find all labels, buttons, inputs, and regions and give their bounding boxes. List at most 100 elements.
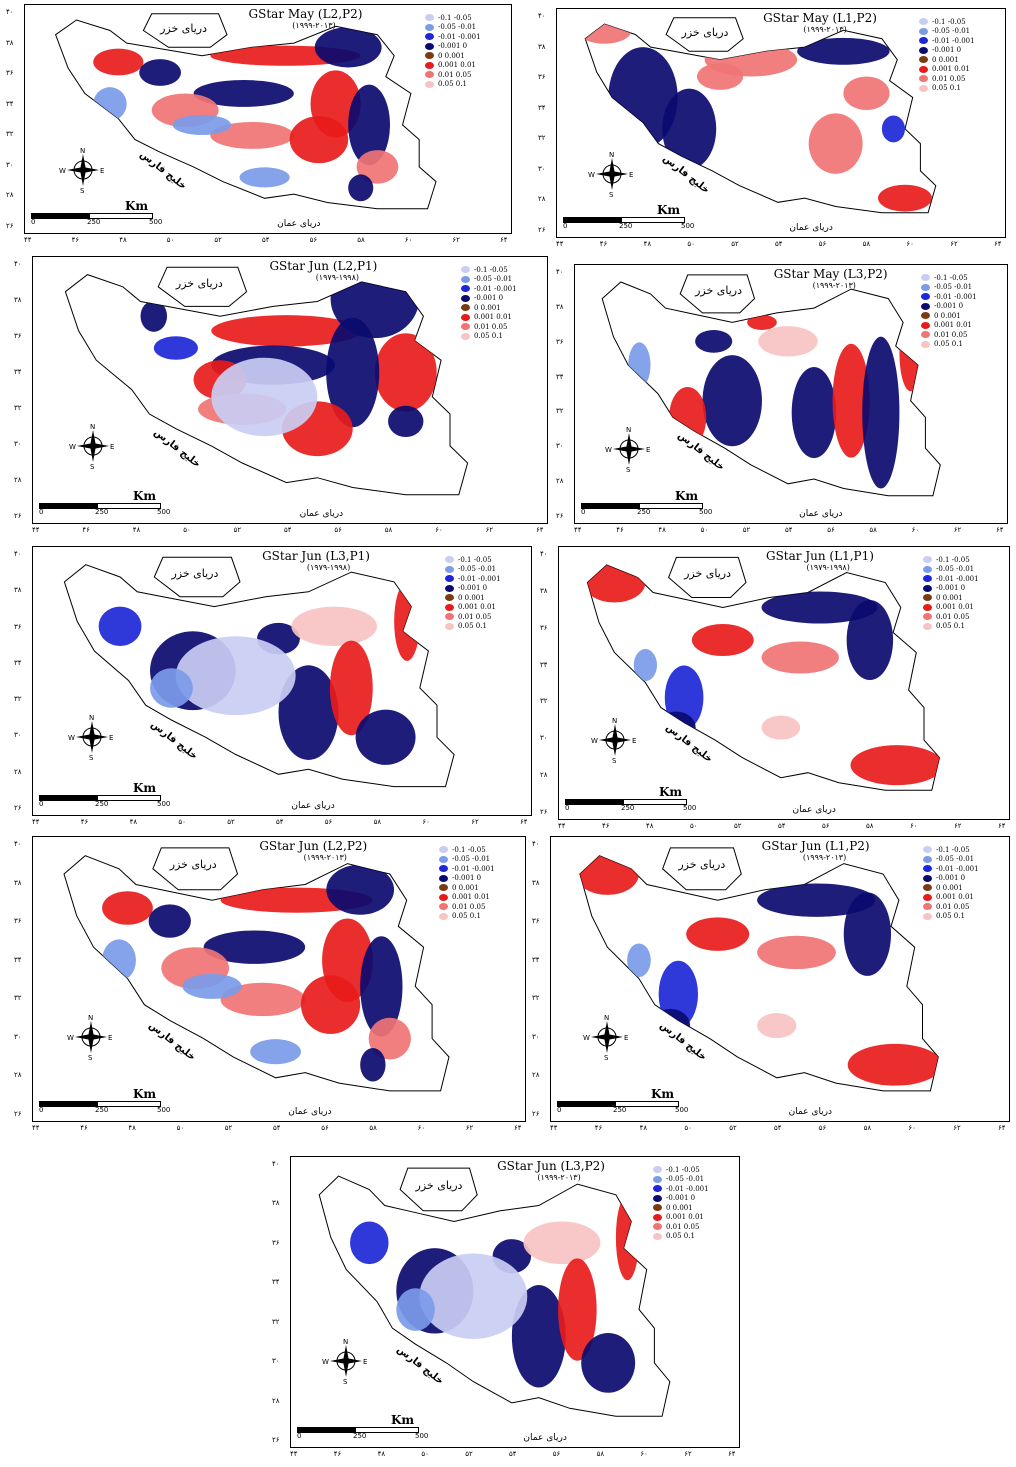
panel-title: GStar Jun (L1,P2) [761, 839, 870, 853]
y-tick-label: ۳۶ [556, 337, 564, 346]
scale-label: 0 [39, 1106, 44, 1114]
y-tick-label: ۲۸ [6, 191, 14, 200]
legend-item: 0.001 0.01 [445, 603, 527, 613]
x-axis-ticks: ۴۴ ۴۶ ۴۸ ۵۰ ۵۲ ۵۴ ۵۶ ۵۸ ۶۰ ۶۲ ۶۴ [24, 236, 510, 246]
scale-label: 500 [681, 222, 695, 230]
compass-rose-icon: N S E W [605, 426, 650, 473]
scale-label: 250 [353, 1432, 367, 1440]
x-tick-label: ۵۶ [321, 1124, 329, 1132]
caspian-sea [142, 13, 228, 48]
x-tick-label: ۵۶ [334, 526, 342, 534]
legend-label: -0.01 -0.001 [934, 292, 977, 301]
legend-label: -0.01 -0.001 [936, 864, 979, 873]
anomaly-cluster [808, 113, 863, 174]
legend-item: 0.01 0.05 [921, 330, 1003, 340]
y-tick-label: ۳۶ [540, 623, 548, 632]
y-tick-label: ۴۰ [540, 550, 548, 558]
anomaly-cluster [93, 48, 144, 76]
legend-swatch [923, 884, 932, 892]
anomaly-cluster [172, 114, 232, 135]
legend-item: 0.001 0.01 [919, 65, 1001, 75]
x-tick-label: ۶۴ [994, 240, 1002, 248]
x-tick-label: ۵۸ [384, 526, 393, 534]
y-tick-label: ۲۸ [14, 767, 22, 776]
legend-label: -0.1 -0.05 [458, 555, 492, 564]
legend-label: -0.001 0 [666, 1194, 696, 1203]
x-tick-label: ۶۴ [500, 236, 508, 244]
anomaly-cluster [356, 150, 399, 184]
legend-swatch [445, 556, 454, 564]
x-tick-label: ۴۶ [599, 240, 608, 248]
scale-label: 0 [31, 218, 36, 226]
legend-swatch [425, 23, 434, 31]
map-frame: دریای خزر خلیج فارس دریای عمان GStar Jun (L… [290, 1156, 740, 1448]
compass-w: W [322, 1358, 329, 1366]
anomaly-cluster [579, 855, 639, 895]
x-tick-label: ۴۸ [646, 822, 654, 830]
y-axis-ticks: ۴۰ ۳۸ ۳۶ ۳۴ ۳۲ ۳۰ ۲۸ ۲۶ [532, 836, 546, 1120]
y-tick-label: ۳۰ [540, 734, 548, 743]
scale-bar: 0 250 500 [565, 799, 696, 812]
map-frame: دریای خزر خلیج فارس دریای عمان GStar Jun (L… [32, 256, 548, 524]
y-tick-label: ۳۴ [14, 368, 22, 376]
legend-label: -0.05 -0.01 [452, 855, 491, 864]
legend-swatch [439, 846, 448, 854]
legend-swatch [921, 312, 930, 320]
anomaly-cluster [291, 606, 378, 647]
legend-swatch [425, 52, 434, 60]
x-tick-label: ۵۰ [166, 236, 175, 244]
y-tick-label: ۴۰ [6, 8, 14, 16]
legend: -0.1 -0.05 -0.05 -0.01 -0.01 -0.001 -0.001 … [461, 265, 543, 341]
compass-e: E [646, 446, 650, 454]
legend-label: 0 0.001 [474, 303, 501, 312]
x-tick-label: ۴۶ [80, 818, 89, 826]
map-frame: دریای خزر خلیج فارس دریای عمان GStar May (L… [574, 264, 1008, 524]
legend-label: 0.01 0.05 [936, 612, 970, 621]
legend-item: 0.05 0.1 [445, 622, 527, 632]
compass-rose-icon: N S E W [583, 1014, 628, 1061]
anomaly-cluster [747, 314, 777, 330]
map-frame: دریای خزر خلیج فارس دریای عمان GStar Jun (L… [558, 546, 1010, 820]
compass-e: E [629, 171, 633, 179]
x-tick-label: ۴۴ [290, 1450, 298, 1458]
legend-item: -0.1 -0.05 [921, 273, 1003, 283]
map-frame: دریای خزر خلیج فارس دریای عمان GStar Jun (L… [550, 836, 1010, 1122]
y-tick-label: ۳۴ [538, 103, 546, 112]
y-tick-label: ۲۶ [556, 512, 564, 520]
anomaly-cluster [140, 300, 168, 332]
legend-label: -0.05 -0.01 [932, 27, 971, 36]
legend-swatch [445, 584, 454, 592]
scale-unit: Km [133, 1087, 157, 1101]
y-tick-label: ۳۲ [532, 994, 540, 1003]
legend-item: -0.001 0 [425, 42, 507, 52]
legend-swatch [923, 874, 932, 882]
legend-swatch [919, 65, 928, 73]
x-tick-label: ۵۶ [324, 818, 333, 826]
y-axis-ticks: ۴۰ ۳۸ ۳۶ ۳۴ ۳۲ ۳۰ ۲۸ ۲۶ [540, 546, 554, 818]
y-tick-label: ۴۰ [14, 550, 22, 558]
map-panel-jun-l1-p1: ۴۰ ۳۸ ۳۶ ۳۴ ۳۲ ۳۰ ۲۸ ۲۶ دریای خزر خلیج فارس دریای … [540, 546, 1012, 836]
y-tick-label: ۳۶ [14, 622, 22, 631]
x-tick-label: ۶۴ [536, 526, 544, 534]
panel-period: (۱۹۹۹-۲۰۱۳) [802, 853, 847, 862]
legend-swatch [439, 874, 448, 882]
x-tick-label: ۵۶ [818, 1124, 827, 1132]
x-tick-label: ۶۴ [998, 1124, 1006, 1132]
iran-map [584, 17, 937, 214]
y-tick-label: ۲۶ [14, 512, 22, 520]
legend-item: 0.05 0.1 [439, 912, 521, 922]
legend-item: -0.01 -0.001 [445, 574, 527, 584]
y-tick-label: ۲۶ [540, 808, 548, 816]
x-tick-label: ۵۸ [862, 240, 871, 248]
x-tick-label: ۴۶ [602, 822, 610, 830]
anomaly-cluster [182, 973, 242, 999]
x-tick-label: ۵۸ [596, 1450, 605, 1458]
legend-item: 0 0.001 [425, 51, 507, 61]
legend-item: 0.01 0.05 [919, 74, 1001, 84]
scale-bar: 0 250 500 [581, 503, 712, 516]
compass-w: W [67, 1034, 74, 1042]
x-tick-label: ۵۸ [369, 1124, 377, 1132]
x-tick-label: ۶۲ [950, 240, 958, 248]
y-tick-label: ۲۶ [532, 1110, 540, 1118]
legend-label: -0.01 -0.001 [666, 1184, 709, 1193]
